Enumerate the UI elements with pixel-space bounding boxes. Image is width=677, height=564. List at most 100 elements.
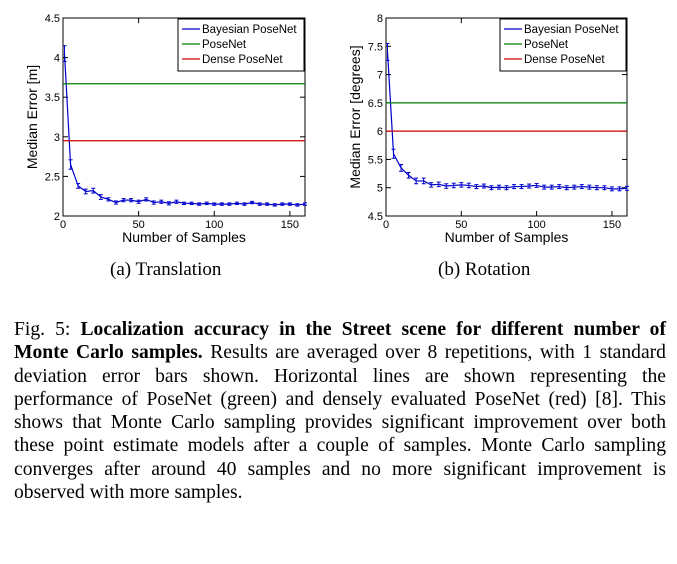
x-axis-label: Number of Samples: [445, 229, 569, 245]
legend-label: PoseNet: [202, 39, 247, 51]
error-bar: [280, 202, 285, 206]
error-bar: [174, 199, 179, 204]
error-bar: [144, 197, 149, 202]
error-bar: [602, 185, 607, 191]
error-bar: [113, 200, 118, 205]
y-axis-label: Median Error [m]: [24, 65, 40, 169]
y-tick-label: 2: [54, 211, 60, 223]
error-bar: [429, 182, 434, 188]
legend: Bayesian PoseNet PoseNet Dense PoseNet: [499, 18, 627, 72]
error-bar: [219, 202, 224, 206]
error-bar: [227, 202, 232, 206]
legend-entry: PoseNet: [504, 39, 569, 51]
error-bar: [182, 201, 186, 206]
legend-label: Bayesian PoseNet: [524, 24, 619, 36]
error-bar: [295, 203, 300, 207]
error-bar: [272, 203, 277, 207]
error-bar: [542, 184, 547, 190]
caption-fig-label: Fig. 5:: [14, 319, 71, 340]
error-bar: [579, 184, 584, 190]
chart-translation: 0 50 100 150 2 2.5 3 3.5 4 4.5 Number of Samples Me…: [24, 13, 307, 245]
legend: Bayesian PoseNet PoseNet Dense PoseNet: [177, 18, 305, 72]
error-bar: [527, 183, 532, 189]
series-bayesian-posenet: [385, 42, 629, 192]
error-bar: [159, 199, 164, 204]
error-bar: [391, 148, 396, 159]
error-bar: [250, 200, 255, 205]
error-bar: [617, 186, 622, 192]
error-bar: [257, 202, 262, 206]
error-bar: [572, 184, 577, 190]
series-bayesian-posenet: [62, 45, 307, 207]
error-bar: [76, 183, 81, 189]
error-bar: [234, 201, 239, 206]
error-bar: [406, 171, 411, 179]
error-bar: [287, 202, 292, 206]
error-bar: [609, 186, 614, 192]
y-tick-label: 6.5: [368, 98, 383, 110]
caption-bold-text: Localization accuracy in the Street scen…: [14, 319, 666, 364]
error-bar: [98, 194, 103, 200]
subcaption-rotation: (b) Rotation: [438, 259, 531, 280]
y-tick-label: 4.5: [368, 211, 383, 223]
error-bar: [197, 202, 202, 206]
x-tick-label: 0: [60, 219, 66, 231]
legend-label: Bayesian PoseNet: [202, 24, 297, 36]
legend-label: Dense PoseNet: [202, 54, 283, 66]
legend-entry: Bayesian PoseNet: [504, 24, 619, 36]
error-bar: [204, 201, 209, 206]
legend-entry: Dense PoseNet: [504, 54, 605, 66]
error-bar: [496, 184, 501, 190]
error-bar: [62, 45, 67, 63]
error-bar: [466, 182, 471, 189]
error-bar: [512, 184, 517, 190]
error-bar: [451, 182, 456, 189]
y-tick-label: 5: [377, 183, 383, 195]
error-bar: [444, 183, 449, 189]
y-tick-label: 8: [377, 13, 383, 25]
legend-entry: Bayesian PoseNet: [182, 24, 297, 36]
x-tick-label: 150: [281, 219, 299, 231]
legend-label: PoseNet: [524, 39, 569, 51]
x-tick-label: 0: [383, 219, 389, 231]
y-tick-label: 4.5: [45, 13, 60, 25]
error-bar: [106, 197, 111, 202]
error-bar: [399, 164, 404, 172]
legend-entry: Dense PoseNet: [182, 54, 283, 66]
y-tick-label: 4: [54, 53, 60, 65]
error-bar: [436, 181, 441, 188]
y-tick-label: 2.5: [45, 171, 60, 183]
y-tick-label: 3.5: [45, 92, 60, 104]
error-bar: [303, 202, 307, 206]
error-bar: [519, 184, 524, 190]
x-tick-label: 50: [133, 219, 145, 231]
error-bar: [474, 184, 479, 190]
x-tick-label: 150: [603, 219, 621, 231]
figure-caption: Fig. 5: Localization accuracy in the Str…: [14, 318, 666, 504]
error-bar: [414, 177, 419, 185]
caption-body-text: Results are averaged over 8 repetitions,…: [14, 342, 666, 504]
error-bar: [421, 177, 426, 185]
error-bar: [587, 184, 592, 190]
y-axis-label: Median Error [degrees]: [347, 45, 363, 188]
legend-label: Dense PoseNet: [524, 54, 605, 66]
error-bar: [136, 199, 141, 204]
error-bar: [242, 202, 247, 206]
error-bar: [459, 182, 464, 188]
error-bar: [504, 185, 509, 191]
x-axis-label: Number of Samples: [122, 229, 246, 245]
error-bar: [189, 201, 194, 206]
error-bar: [594, 185, 599, 191]
error-bar: [557, 184, 562, 190]
y-tick-label: 7: [377, 70, 383, 82]
error-bar: [151, 200, 156, 205]
chart-rotation: 0 50 100 150 4.5 5 5.5 6 6.5 7 7.5 8 Number of Sampl…: [347, 13, 629, 245]
subcaption-translation: (a) Translation: [110, 259, 222, 280]
y-tick-label: 5.5: [368, 154, 383, 166]
error-bar: [534, 182, 539, 188]
y-tick-label: 7.5: [368, 41, 383, 53]
error-bar: [91, 187, 96, 194]
legend-entry: PoseNet: [182, 39, 247, 51]
error-bar: [625, 185, 629, 191]
